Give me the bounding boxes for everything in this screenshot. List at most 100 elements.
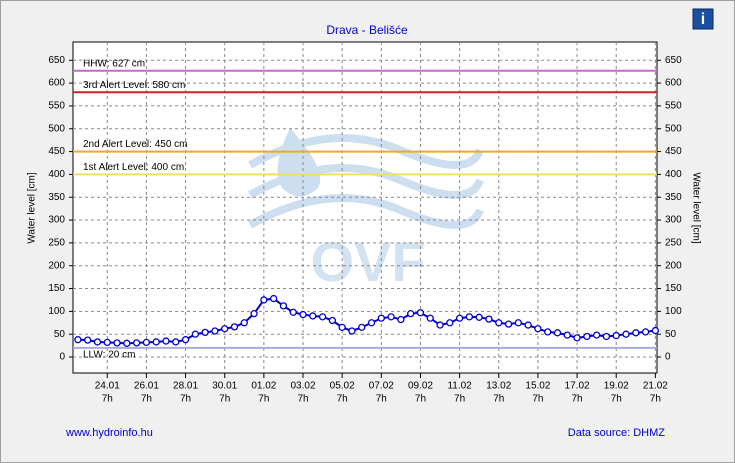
data-point <box>211 327 219 335</box>
data-point <box>455 314 464 322</box>
data-point <box>524 321 532 329</box>
x-tick-label: 01.02 <box>251 381 276 392</box>
website-link[interactable]: www.hydroinfo.hu <box>65 427 153 439</box>
data-point <box>260 296 268 304</box>
x-tick-label: 7h <box>572 394 583 405</box>
data-point <box>181 336 190 344</box>
data-point <box>328 316 337 325</box>
x-tick-label: 07.02 <box>369 381 394 392</box>
data-point <box>132 339 141 347</box>
data-point <box>309 312 317 320</box>
y-tick-label: 500 <box>48 123 65 134</box>
y-tick-label: 300 <box>48 215 65 226</box>
data-point <box>436 321 444 329</box>
y2-tick-label: 400 <box>665 169 682 180</box>
x-tick-label: 09.02 <box>408 381 433 392</box>
x-tick-label: 19.02 <box>604 381 629 392</box>
data-point <box>641 328 650 336</box>
plot-area <box>72 41 658 374</box>
x-tick-label: 26.01 <box>134 381 159 392</box>
data-point <box>367 319 376 327</box>
y2-axis-label: Water level [cm] <box>690 172 701 244</box>
data-point <box>602 332 611 341</box>
x-tick-label: 7h <box>337 394 348 405</box>
data-source: Data source: DHMZ <box>568 427 665 439</box>
reference-label: 1st Alert Level: 400 cm <box>83 162 184 173</box>
y-tick-label: 600 <box>48 78 65 89</box>
y-tick-label: 150 <box>48 283 65 294</box>
x-tick-label: 28.01 <box>173 381 198 392</box>
y2-tick-label: 150 <box>665 283 682 294</box>
y2-tick-label: 350 <box>665 192 682 203</box>
data-point <box>103 338 111 347</box>
x-tick-label: 7h <box>454 394 465 405</box>
x-tick-label: 21.02 <box>643 381 668 392</box>
reference-label: 3rd Alert Level: 580 cm <box>83 80 185 91</box>
data-point <box>514 319 522 327</box>
reference-label: HHW: 627 cm <box>83 58 145 69</box>
data-point <box>465 313 474 321</box>
reference-label: 2nd Alert Level: 450 cm <box>83 139 188 150</box>
y2-tick-label: 550 <box>665 101 682 112</box>
data-point <box>534 325 542 333</box>
data-point <box>544 328 552 336</box>
data-point <box>475 313 483 321</box>
info-icon[interactable]: i <box>701 11 705 28</box>
x-tick-label: 30.01 <box>212 381 237 392</box>
data-point <box>377 314 385 322</box>
x-tick-label: 7h <box>219 394 230 405</box>
x-tick-label: 24.01 <box>95 381 120 392</box>
y2-tick-label: 250 <box>665 238 682 249</box>
y2-tick-label: 500 <box>665 123 682 134</box>
y-tick-label: 200 <box>48 260 65 271</box>
data-point <box>172 338 180 346</box>
data-point <box>446 319 454 327</box>
data-point <box>84 336 92 344</box>
data-point <box>250 309 258 318</box>
y2-tick-label: 100 <box>665 306 682 317</box>
data-point <box>348 327 356 335</box>
data-point <box>573 334 581 342</box>
y2-tick-label: 200 <box>665 260 682 271</box>
watermark: OVF <box>310 230 425 293</box>
data-point <box>338 323 346 331</box>
x-tick-label: 7h <box>493 394 504 405</box>
x-tick-label: 7h <box>611 394 622 405</box>
data-point <box>93 338 102 346</box>
data-point <box>269 294 278 303</box>
x-tick-label: 7h <box>297 394 308 405</box>
data-point <box>162 337 170 345</box>
data-point <box>407 309 415 318</box>
y-axis-label: Water level [cm] <box>27 172 38 244</box>
data-point <box>553 329 562 337</box>
data-point <box>592 331 601 339</box>
y2-tick-label: 450 <box>665 146 682 157</box>
data-point <box>299 310 307 319</box>
x-tick-label: 7h <box>376 394 387 405</box>
data-point <box>397 315 405 324</box>
data-point <box>240 319 248 327</box>
data-point <box>651 326 660 335</box>
y-tick-label: 400 <box>48 169 65 180</box>
data-point <box>632 329 640 337</box>
x-tick-label: 13.02 <box>486 381 511 392</box>
info-button[interactable] <box>692 8 714 30</box>
y-tick-label: 100 <box>48 306 65 317</box>
x-tick-label: 7h <box>532 394 543 405</box>
x-tick-label: 7h <box>650 394 661 405</box>
data-point <box>74 336 82 344</box>
y-tick-label: 350 <box>48 192 65 203</box>
data-point <box>387 313 395 321</box>
data-point <box>279 302 288 310</box>
data-point <box>152 338 160 346</box>
data-point <box>191 330 199 338</box>
data-point <box>426 314 434 322</box>
y-tick-label: 250 <box>48 238 65 249</box>
y-tick-label: 550 <box>48 101 65 112</box>
x-tick-label: 15.02 <box>525 381 550 392</box>
y-tick-label: 50 <box>54 329 66 340</box>
chart-title: Drava - Belišće <box>326 23 408 37</box>
watermark-logo <box>248 128 484 229</box>
